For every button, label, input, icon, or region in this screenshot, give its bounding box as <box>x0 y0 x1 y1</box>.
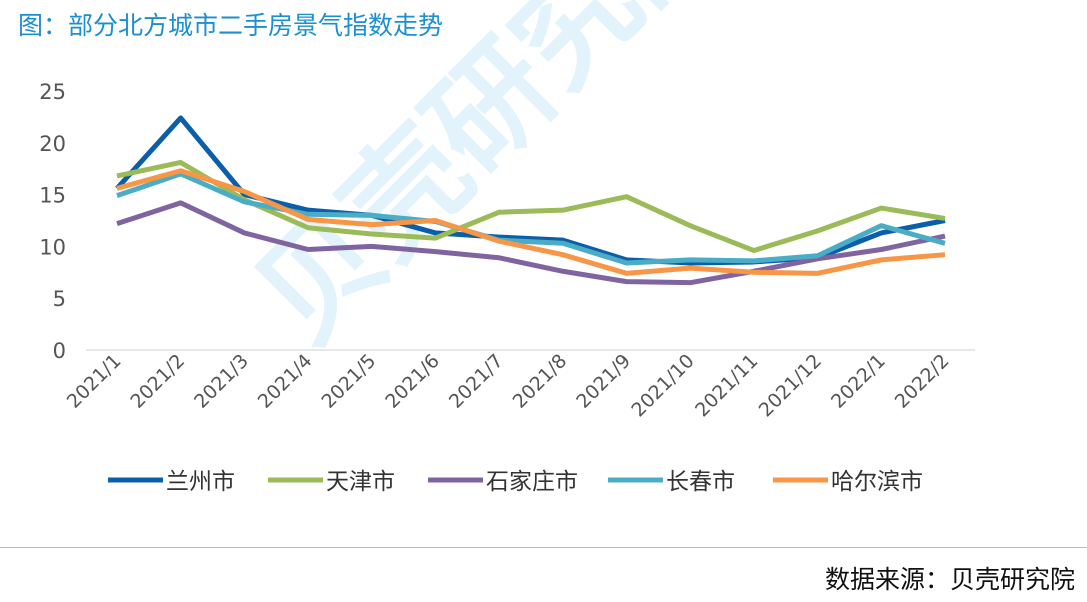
chart-title: 图：部分北方城市二手房景气指数走势 <box>18 11 444 40</box>
x-tick-label: 2021/10 <box>627 350 698 421</box>
x-tick-label: 2021/11 <box>691 350 762 421</box>
legend-label: 兰州市 <box>166 469 235 495</box>
y-tick-label: 25 <box>39 80 66 104</box>
line-chart: 0 5 10 15 20 25 2021/1 2021/2 2021/3 2021/4 2021/5… <box>39 80 975 495</box>
legend-label: 长春市 <box>666 469 735 495</box>
legend-label: 石家庄市 <box>486 469 578 495</box>
series-line-5 <box>116 168 946 276</box>
series-line-3 <box>116 200 946 286</box>
y-tick-label: 10 <box>39 235 66 259</box>
y-tick-label: 20 <box>39 132 66 156</box>
legend-label: 哈尔滨市 <box>831 469 923 495</box>
x-tick-label: 2021/12 <box>755 350 826 421</box>
y-tick-label: 0 <box>53 339 66 363</box>
x-tick-label: 2021/4 <box>254 350 317 413</box>
x-tick-label: 2022/2 <box>891 350 954 413</box>
x-tick-label: 2021/9 <box>572 350 635 413</box>
x-tick-label: 2021/8 <box>509 350 572 413</box>
y-tick-label: 15 <box>39 184 66 208</box>
x-tick-label: 2021/1 <box>63 350 126 413</box>
y-tick-label: 5 <box>53 287 66 311</box>
series-line-4 <box>116 171 946 266</box>
x-tick-label: 2021/2 <box>126 350 189 413</box>
source-note: 数据来源：贝壳研究院 <box>824 565 1075 594</box>
legend-label: 天津市 <box>326 469 395 495</box>
divider <box>0 547 1087 548</box>
x-tick-label: 2021/5 <box>317 350 380 413</box>
x-tick-label: 2021/3 <box>190 350 253 413</box>
x-tick-label: 2022/1 <box>827 350 890 413</box>
x-tick-label: 2021/6 <box>381 350 444 413</box>
x-tick-label: 2021/7 <box>445 350 508 413</box>
